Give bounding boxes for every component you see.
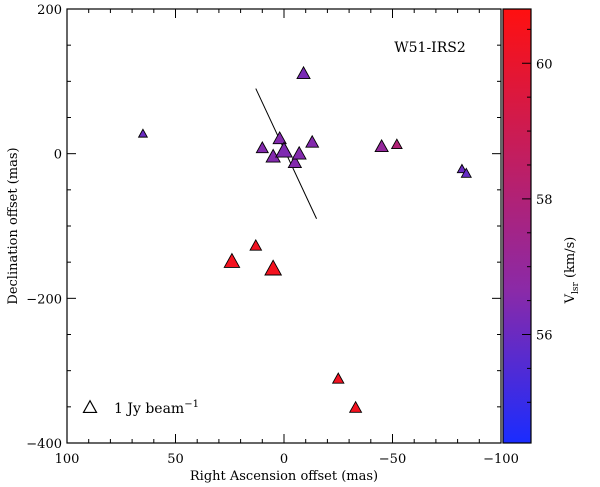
maser-point — [296, 65, 311, 79]
x-tick-label: 100 — [55, 452, 80, 467]
maser-point — [460, 167, 472, 178]
maser-point — [287, 154, 303, 168]
y-tick-label: −200 — [26, 292, 62, 307]
maser-points — [137, 65, 472, 413]
legend-label: 1 Jy beam−1 — [114, 399, 199, 417]
colorbar-label: Vlsr (km/s) — [563, 237, 581, 305]
maser-point — [264, 259, 283, 276]
y-tick-label: 200 — [37, 3, 62, 18]
y-tick-label: −400 — [26, 437, 62, 452]
maser-point — [275, 141, 293, 158]
maser-point — [390, 138, 403, 150]
x-tick-label: 0 — [280, 452, 288, 467]
maser-point — [255, 141, 269, 154]
x-tick-label: −100 — [483, 452, 519, 467]
maser-point — [223, 252, 241, 268]
x-tick-label: 50 — [167, 452, 184, 467]
maser-point — [249, 238, 263, 251]
axis-ticks: 100 50 0 −50 −100 200 0 −200 −400 — [26, 3, 519, 467]
maser-point — [348, 400, 363, 413]
maser-point — [305, 134, 320, 148]
colorbar-tick-label: 56 — [536, 329, 553, 344]
maser-point — [291, 145, 307, 160]
maser-point — [272, 131, 287, 145]
x-axis-title: Right Ascension offset (mas) — [190, 469, 378, 484]
y-axis-title: Declination offset (mas) — [6, 147, 21, 304]
colorbar — [502, 8, 532, 444]
colorbar-ticks: 56 58 60 — [522, 28, 553, 403]
maser-point — [456, 163, 468, 174]
maser-point — [374, 138, 389, 153]
maser-point — [331, 372, 345, 384]
maser-point — [137, 128, 149, 138]
x-tick-label: −50 — [379, 452, 406, 467]
colorbar-tick-label: 58 — [536, 193, 553, 208]
chart-title: W51-IRS2 — [394, 40, 466, 56]
plot-frame — [66, 8, 502, 444]
colorbar-tick-label: 60 — [536, 57, 553, 72]
legend: 1 Jy beam−1 — [82, 399, 199, 417]
y-tick-label: 0 — [54, 148, 62, 163]
legend-triangle-marker — [82, 399, 98, 414]
